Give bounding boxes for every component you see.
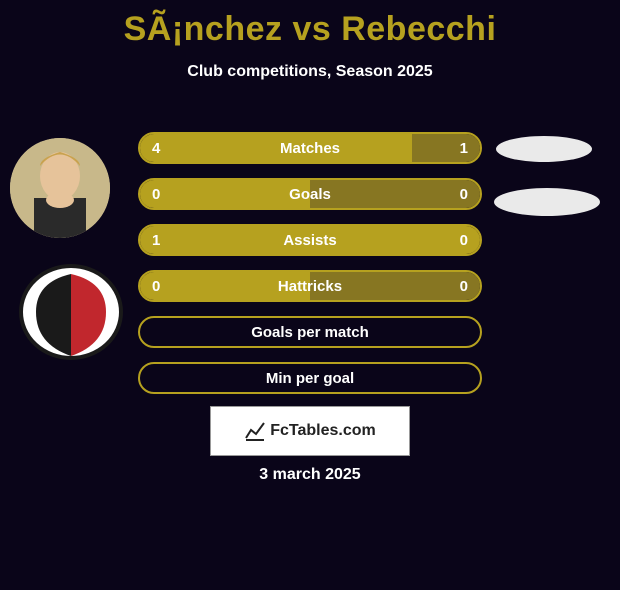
stat-label: Hattricks — [140, 278, 480, 295]
stat-right-value: 0 — [460, 186, 468, 203]
player-right-photo-placeholder — [496, 136, 592, 162]
stat-row: Goals per match — [138, 316, 482, 348]
stat-right-value: 0 — [460, 278, 468, 295]
date-label: 3 march 2025 — [0, 466, 620, 484]
page-title: SÃ¡nchez vs Rebecchi — [0, 10, 620, 49]
stat-label: Assists — [140, 232, 480, 249]
club-left-badge — [18, 264, 124, 364]
stat-row: Assists1 0 — [138, 224, 482, 256]
stat-left-value: 4 — [152, 140, 160, 157]
stat-left-value: 0 — [152, 186, 160, 203]
club-right-badge-placeholder — [494, 188, 600, 216]
page-subtitle: Club competitions, Season 2025 — [0, 63, 620, 81]
stat-row: Min per goal — [138, 362, 482, 394]
stat-row: Hattricks0 0 — [138, 270, 482, 302]
chart-icon — [244, 420, 266, 442]
stat-row: Goals0 0 — [138, 178, 482, 210]
stat-row: Matches4 1 — [138, 132, 482, 164]
stat-label: Matches — [140, 140, 480, 157]
attribution-text: FcTables.com — [270, 422, 376, 440]
stat-right-value: 1 — [460, 140, 468, 157]
stats-comparison: Matches41Goals00Assists10Hattricks00Goal… — [138, 132, 482, 408]
player-left-photo — [10, 138, 110, 238]
stat-label: Goals per match — [140, 324, 480, 341]
stat-label: Min per goal — [140, 370, 480, 387]
attribution-badge: FcTables.com — [210, 406, 410, 456]
stat-left-value: 0 — [152, 278, 160, 295]
stat-left-value: 1 — [152, 232, 160, 249]
stat-label: Goals — [140, 186, 480, 203]
stat-right-value: 0 — [460, 232, 468, 249]
